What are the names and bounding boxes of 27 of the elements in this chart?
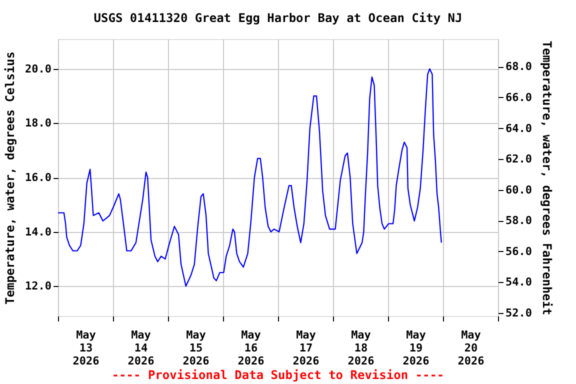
y2-tick-label: 66.0 bbox=[506, 90, 532, 104]
x-tick-label: May 14 2026 bbox=[128, 328, 155, 368]
y2-axis-title: Temperature, water, degrees Fahrenheit bbox=[540, 40, 554, 316]
y-tick-label: 14.0 bbox=[25, 225, 52, 238]
y2-tick-label: 52.0 bbox=[506, 306, 532, 320]
y2-tick-label: 60.0 bbox=[506, 183, 532, 196]
text: ---- Provisional Data Subject to Revision ---- bbox=[112, 368, 444, 382]
y2-tick-label: 58.0 bbox=[506, 214, 532, 228]
x-tick-label: May 18 2026 bbox=[348, 328, 375, 368]
y-tick-label: 20.0 bbox=[25, 62, 52, 76]
y-tick-label: 12.0 bbox=[25, 280, 52, 293]
y2-tick-label: 56.0 bbox=[506, 244, 532, 258]
y-tick-label: 18.0 bbox=[25, 116, 52, 130]
y-axis-title: Temperature, water, degrees Celsius bbox=[3, 52, 18, 304]
x-tick-label: May 17 2026 bbox=[292, 328, 320, 368]
y2-tick-label: 54.0 bbox=[506, 276, 532, 289]
x-tick-label: May 13 2026 bbox=[72, 328, 100, 368]
line-series bbox=[58, 68, 442, 287]
x-tick-label: May 20 2026 bbox=[458, 328, 485, 368]
chart-title: USGS 01411320 Great Egg Harbor Bay at Ocean City NJ bbox=[94, 11, 462, 25]
x-tick-label: May 19 2026 bbox=[402, 328, 430, 368]
x-tick-label: May 16 2026 bbox=[238, 328, 265, 368]
y2-tick-label: 68.0 bbox=[506, 60, 532, 74]
y2-tick-label: 62.0 bbox=[506, 152, 532, 166]
y-tick-label: 16.0 bbox=[25, 171, 52, 184]
x-tick-label: May 15 2026 bbox=[182, 328, 210, 368]
y2-tick-label: 64.0 bbox=[506, 122, 532, 135]
